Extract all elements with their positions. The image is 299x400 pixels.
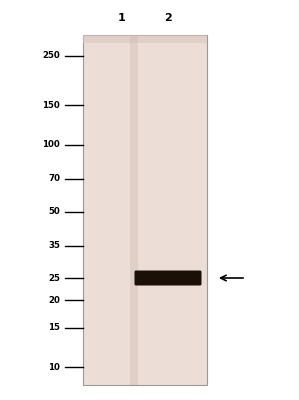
Bar: [83, 35, 207, 385]
Text: 15: 15: [48, 323, 60, 332]
FancyBboxPatch shape: [135, 270, 202, 286]
Text: 20: 20: [48, 296, 60, 304]
Text: 150: 150: [42, 101, 60, 110]
Text: 25: 25: [48, 274, 60, 283]
Text: 250: 250: [42, 52, 60, 60]
Text: 70: 70: [48, 174, 60, 184]
Text: 10: 10: [48, 362, 60, 372]
Bar: [130, 35, 138, 385]
Text: 35: 35: [48, 242, 60, 250]
Text: 100: 100: [42, 140, 60, 149]
Text: 1: 1: [118, 13, 126, 23]
Text: 50: 50: [48, 207, 60, 216]
Text: 2: 2: [164, 13, 172, 23]
Bar: [83, 35, 207, 43]
